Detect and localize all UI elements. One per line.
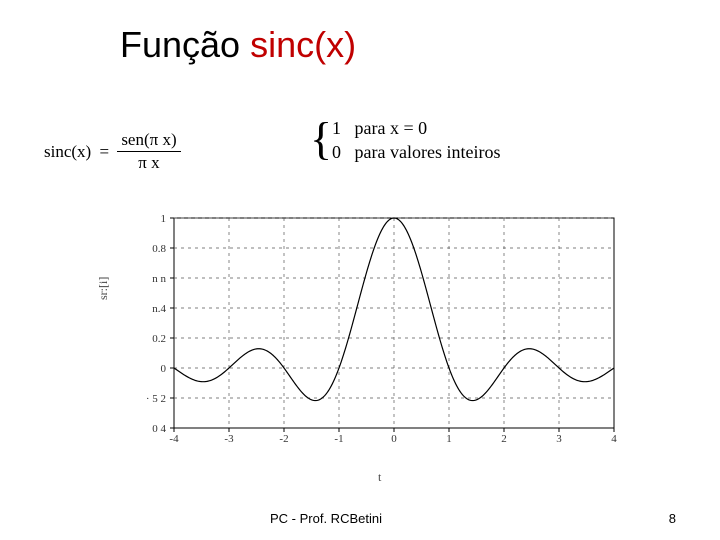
sinc-formula: sinc(x) = sen(π x) π x [44,130,181,173]
case-1-cond: para x = 0 [355,118,428,138]
case-2: 0 para valores inteiros [332,142,500,163]
svg-text:-1: -1 [334,433,343,445]
case-1: 1 para x = 0 [332,118,427,139]
page-title: Função sinc(x) [120,24,356,66]
formula-numerator: sen(π x) [117,130,180,152]
formula-eq: = [99,142,109,162]
svg-text:n n: n n [152,273,166,285]
case-2-value: 0 [332,142,341,162]
svg-text:· 5 2: · 5 2 [146,393,166,405]
svg-text:-3: -3 [224,433,234,445]
title-red: sinc(x) [250,24,356,65]
title-black: Função [120,24,250,65]
formula-denominator: π x [117,152,180,173]
svg-text:0: 0 [391,433,397,445]
svg-text:0 4: 0 4 [152,423,166,435]
svg-text:3: 3 [556,433,562,445]
page-number: 8 [669,511,676,526]
svg-text:2: 2 [501,433,507,445]
svg-text:0: 0 [161,363,167,375]
chart-svg: -4 -3 -2 -1 0 1 2 3 4 0 4 · 5 2 0 0.2 n.4 n n 0.8 1 [120,210,640,460]
svg-text:n.4: n.4 [152,303,166,315]
x-axis-label: t [378,470,381,485]
case-2-cond: para valores inteiros [355,142,501,162]
svg-text:1: 1 [446,433,452,445]
formula-fraction: sen(π x) π x [117,130,180,173]
footer-text: PC - Prof. RCBetini [270,511,382,526]
svg-text:4: 4 [611,433,617,445]
y-axis-label: sr:[i] [96,277,111,300]
sinc-chart: -4 -3 -2 -1 0 1 2 3 4 0 4 · 5 2 0 0.2 n.4 n n 0.8 1 [120,210,640,460]
svg-text:-2: -2 [279,433,288,445]
svg-text:0.8: 0.8 [152,243,166,255]
svg-text:-4: -4 [169,433,179,445]
case-1-value: 1 [332,118,341,138]
svg-text:0.2: 0.2 [152,333,166,345]
brace-icon: { [310,116,332,162]
formula-lhs: sinc(x) [44,142,91,162]
svg-text:1: 1 [161,213,167,225]
